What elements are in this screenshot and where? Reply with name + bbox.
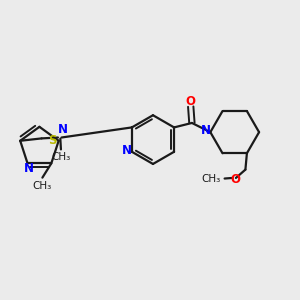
Text: N: N	[201, 124, 211, 137]
Text: N: N	[58, 123, 68, 136]
Text: O: O	[231, 172, 241, 186]
Text: O: O	[186, 95, 196, 108]
Text: N: N	[122, 144, 131, 158]
Text: N: N	[23, 162, 33, 175]
Text: CH₃: CH₃	[201, 173, 220, 184]
Text: CH₃: CH₃	[51, 152, 70, 162]
Text: CH₃: CH₃	[33, 181, 52, 191]
Text: S: S	[49, 134, 57, 147]
